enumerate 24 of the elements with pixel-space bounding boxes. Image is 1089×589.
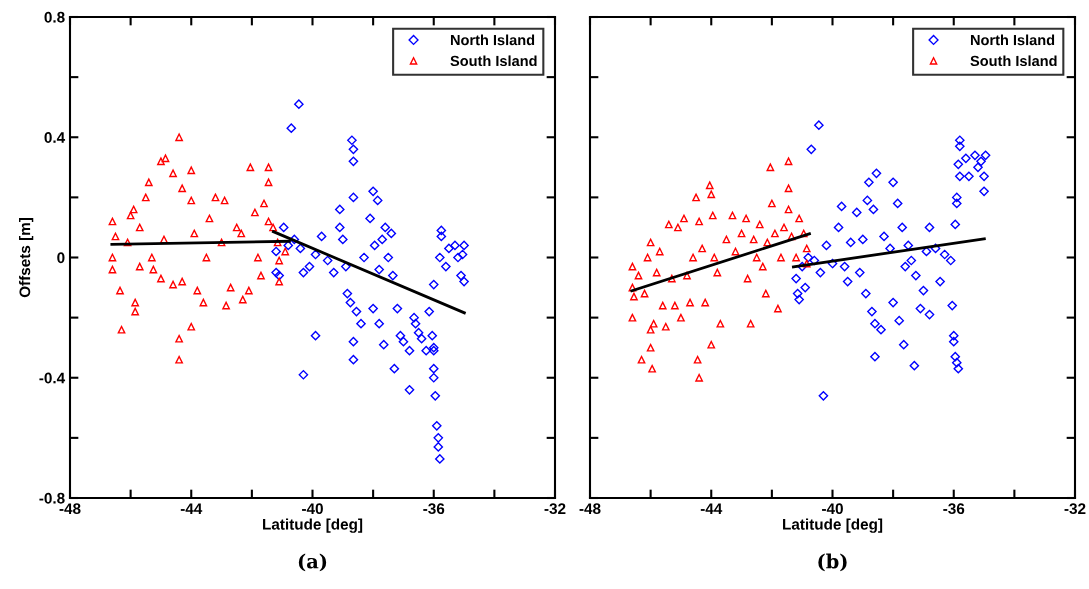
y-tick-label: 0 [57,252,65,264]
x-axis-title: Latitude [deg] [783,518,883,533]
y-tick-label: -0.4 [39,372,66,384]
x-tick-label: -48 [579,503,601,515]
x-axis-title: Latitude [deg] [263,518,363,533]
x-tick-label: -44 [180,503,203,514]
x-tick-label: -36 [943,503,965,515]
y-tick-label: 0.4 [44,132,66,143]
legend-label: North Island [450,34,535,46]
x-tick-label: -32 [544,503,566,515]
x-tick-label: -44 [700,503,723,514]
x-tick-label: -40 [822,503,843,515]
x-tick-label: -32 [1064,503,1086,515]
legend-label: North Island [970,34,1055,46]
y-axis-title: Offsets [m] [19,218,34,298]
x-tick-label: -36 [423,503,445,515]
legend-label: South Island [970,55,1057,67]
y-tick-label: -0.8 [39,492,65,504]
text: (b) [818,553,847,572]
legend-label: South Island [450,55,537,67]
x-tick-label: -48 [59,503,81,515]
x-tick-label: -40 [302,503,323,515]
y-tick-label: 0.8 [44,11,65,23]
text: (a) [298,553,327,572]
